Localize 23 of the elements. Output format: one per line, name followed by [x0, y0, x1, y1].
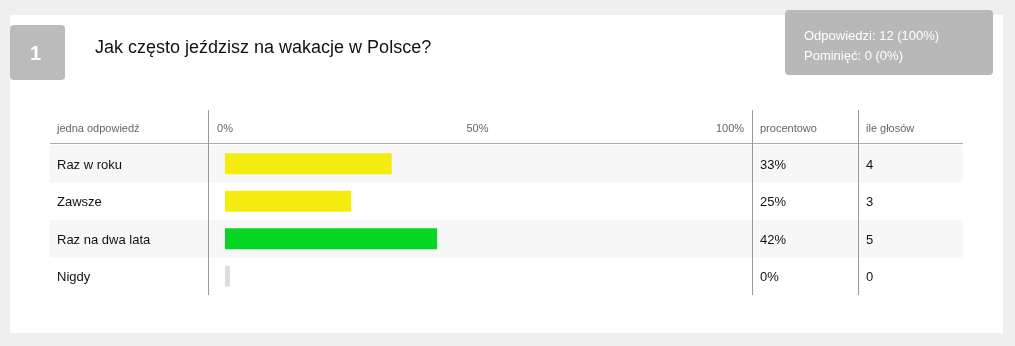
- text: procentowo: [760, 122, 817, 134]
- bar: [225, 190, 352, 212]
- text: 33%: [760, 156, 787, 172]
- x-tick-label: 0%: [217, 122, 234, 134]
- y-axis-title: jedna odpowiedź: [56, 122, 140, 134]
- text: 1: [30, 42, 42, 64]
- text: 4: [866, 156, 874, 172]
- text: Pominięć: 0 (0%): [804, 48, 903, 63]
- chart-title: Jak często jeździsz na wakacje w Polsce?: [95, 37, 432, 57]
- text: 0: [866, 269, 874, 285]
- text: 3: [866, 194, 874, 210]
- y-tick-label: Zawsze: [57, 194, 102, 210]
- y-tick-label: Raz w roku: [57, 156, 123, 172]
- text: Odpowiedzi: 12 (100%): [804, 28, 940, 43]
- text: 42%: [760, 231, 787, 247]
- text: 0%: [760, 269, 780, 285]
- text: 25%: [760, 194, 787, 210]
- x-tick-label: 50%: [466, 122, 489, 134]
- text: ile głosów: [866, 122, 915, 134]
- x-tick-label: 100%: [715, 122, 745, 134]
- y-tick-label: Raz na dwa lata: [57, 231, 151, 247]
- y-tick-label: Nigdy: [57, 269, 91, 285]
- text: 5: [866, 231, 874, 247]
